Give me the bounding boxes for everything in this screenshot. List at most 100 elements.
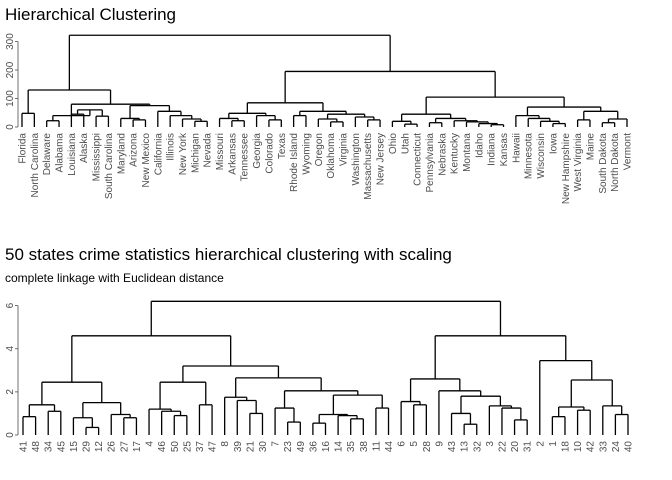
chart-1-leaf-labels: Florida North Carolina Delaware Alabama Loui… [18, 132, 634, 204]
leaf-label: Montana [462, 133, 473, 172]
leaf-label: South Carolina [104, 133, 115, 200]
leaf-label: 21 [245, 441, 256, 453]
leaf-label: Colorado [264, 133, 275, 174]
leaf-label: Maryland [116, 133, 127, 174]
leaf-label: 43 [447, 441, 458, 453]
leaf-label: Utah [400, 133, 411, 154]
leaf-label: 12 [94, 441, 105, 453]
leaf-label: Minnesota [524, 133, 535, 180]
chart-2-y-axis: 0 2 4 6 [5, 302, 19, 438]
chart-2-title: 50 states crime statistics hierarchical … [5, 245, 452, 264]
leaf-label: Texas [277, 133, 288, 159]
y-tick-label: 200 [5, 61, 16, 78]
leaf-label: 34 [44, 441, 55, 453]
leaf-label: New Jersey [376, 133, 387, 185]
leaf-label: Illinois [166, 133, 177, 161]
leaf-label: 32 [472, 441, 483, 453]
leaf-label: Tennessee [240, 133, 251, 182]
leaf-label: Virginia [339, 133, 350, 167]
leaf-label: Delaware [42, 133, 53, 176]
leaf-label: Kentucky [450, 133, 461, 174]
leaf-label: 1 [548, 441, 559, 447]
leaf-label: Ohio [388, 133, 399, 155]
leaf-label: New York [178, 132, 189, 175]
leaf-label: Hawaii [511, 133, 522, 163]
y-tick-label: 4 [5, 346, 16, 352]
leaf-label: 31 [523, 441, 534, 453]
leaf-label: Arizona [129, 133, 140, 167]
leaf-label: 38 [359, 441, 370, 453]
leaf-label: 39 [233, 441, 244, 453]
leaf-label: Michigan [190, 133, 201, 173]
leaf-label: 33 [598, 441, 609, 453]
leaf-label: 18 [560, 441, 571, 453]
leaf-label: 29 [82, 441, 93, 453]
leaf-label: 14 [334, 441, 345, 453]
leaf-label: 48 [31, 441, 42, 453]
leaf-label: Iowa [548, 133, 559, 155]
chart-2-leaf-labels: 41 48 34 45 15 29 12 26 27 17 4 46 50 25 37 47 8 39 21 30 7 2… [19, 441, 635, 453]
leaf-label: Idaho [474, 133, 485, 158]
leaf-label: North Dakota [610, 133, 621, 192]
leaf-label: New Mexico [141, 133, 152, 188]
leaf-label: Wyoming [301, 133, 312, 175]
y-tick-label: 300 [5, 33, 16, 50]
leaf-label: 4 [145, 441, 156, 447]
chart-2-subtitle: complete linkage with Euclidean distance [5, 271, 224, 285]
leaf-label: Arkansas [227, 133, 238, 175]
leaf-label: 20 [510, 441, 521, 453]
leaf-label: 44 [384, 441, 395, 453]
chart-1-title: Hierarchical Clustering [5, 5, 176, 24]
y-tick-label: 0 [5, 432, 16, 438]
leaf-label: 36 [308, 441, 319, 453]
leaf-label: 15 [69, 441, 80, 453]
leaf-label: 23 [283, 441, 294, 453]
leaf-label: Connecticut [413, 133, 424, 186]
leaf-label: 42 [586, 441, 597, 453]
leaf-label: 11 [371, 441, 382, 452]
leaf-label: Missouri [215, 133, 226, 170]
leaf-label: Indiana [487, 133, 498, 166]
leaf-label: 9 [434, 441, 445, 447]
leaf-label: Florida [18, 133, 29, 164]
leaf-label: Pennsylvania [425, 133, 436, 193]
leaf-label: 17 [132, 441, 143, 453]
leaf-label: 2 [535, 441, 546, 447]
leaf-label: 47 [208, 441, 219, 453]
chart-2-links [22, 300, 629, 435]
chart-2: 50 states crime statistics hierarchical … [5, 245, 635, 452]
leaf-label: Washington [351, 133, 362, 185]
leaf-label: 13 [460, 441, 471, 453]
leaf-label: Oklahoma [326, 133, 337, 179]
leaf-label: Georgia [252, 133, 263, 169]
leaf-label: California [153, 133, 164, 176]
leaf-label: 46 [157, 441, 168, 453]
leaf-label: West Virginia [573, 133, 584, 192]
leaf-label: 24 [611, 441, 622, 453]
leaf-label: 50 [170, 441, 181, 453]
leaf-label: North Carolina [30, 133, 41, 198]
leaf-label: 3 [485, 441, 496, 447]
leaf-label: Kansas [499, 133, 510, 166]
leaf-label: Maine [585, 133, 596, 161]
leaf-label: 40 [624, 441, 635, 453]
leaf-label: 27 [119, 441, 130, 453]
leaf-label: Rhode Island [289, 133, 300, 192]
leaf-label: 25 [182, 441, 193, 453]
leaf-label: Alaska [79, 133, 90, 163]
leaf-label: Nebraska [437, 133, 448, 176]
leaf-label: 35 [346, 441, 357, 453]
y-tick-label: 6 [5, 302, 16, 308]
leaf-label: 41 [19, 441, 30, 453]
leaf-label: 30 [258, 441, 269, 453]
leaf-label: 5 [409, 441, 420, 447]
leaf-label: 26 [107, 441, 118, 453]
leaf-label: 10 [573, 441, 584, 453]
leaf-label: Massachusetts [363, 133, 374, 200]
y-tick-label: 2 [5, 389, 16, 395]
y-tick-label: 100 [5, 90, 16, 107]
leaf-label: Alabama [55, 133, 66, 173]
chart-1-y-axis: 0 100 200 300 [5, 33, 19, 130]
leaf-label: 45 [56, 441, 67, 453]
